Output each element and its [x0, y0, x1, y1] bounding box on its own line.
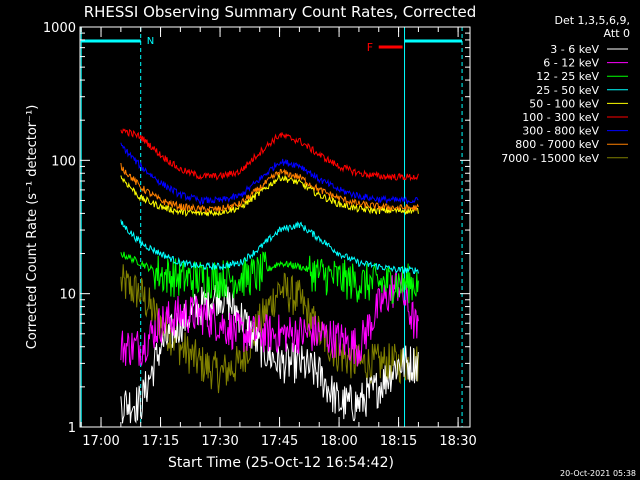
legend-label: 7000 - 15000 keV	[501, 152, 599, 165]
plot-frame	[79, 26, 471, 428]
y-tick-label: 10	[59, 288, 76, 303]
legend-label: 50 - 100 keV	[529, 97, 599, 110]
chart-title: RHESSI Observing Summary Count Rates, Co…	[84, 3, 477, 21]
legend-label: 300 - 800 keV	[522, 125, 599, 138]
series-line-1	[120, 270, 419, 367]
x-tick-label: 17:45	[261, 434, 298, 449]
series-line-5	[120, 128, 419, 182]
y-tick-label: 1	[68, 421, 76, 436]
x-tick-label: 17:00	[82, 434, 119, 449]
y-tick-label: 1000	[43, 21, 76, 36]
legend-label: 6 - 12 keV	[543, 57, 599, 70]
y-tick-label: 100	[51, 154, 76, 169]
legend-header-line-1: Det 1,3,5,6,9,	[554, 14, 630, 27]
x-axis-label: Start Time (25-Oct-12 16:54:42)	[168, 455, 394, 471]
x-tick-label: 18:00	[320, 434, 357, 449]
series-line-8	[120, 264, 419, 394]
legend-label: 100 - 300 keV	[522, 111, 599, 124]
legend-label: 3 - 6 keV	[550, 43, 599, 56]
x-tick-label: 18:30	[439, 434, 476, 449]
y-axis-label: Corrected Count Rate (s⁻¹ detector⁻¹)	[25, 105, 40, 350]
series-line-4	[120, 174, 419, 217]
x-tick-label: 17:15	[142, 434, 179, 449]
night-label: N	[147, 36, 154, 47]
legend-label: 800 - 7000 keV	[515, 138, 599, 151]
flare-label: F	[367, 41, 373, 54]
x-tick-label: 18:15	[380, 434, 417, 449]
x-tick-label: 17:30	[201, 434, 238, 449]
series-line-2	[120, 251, 419, 305]
timestamp: 20-Oct-2021 05:38	[560, 469, 636, 478]
legend-label: 25 - 50 keV	[536, 84, 599, 97]
series-line-3	[120, 219, 419, 275]
series-line-7	[120, 162, 419, 213]
legend-label: 12 - 25 keV	[536, 70, 599, 83]
legend-header-line-2: Att 0	[604, 27, 630, 40]
series-line-6	[120, 142, 419, 206]
